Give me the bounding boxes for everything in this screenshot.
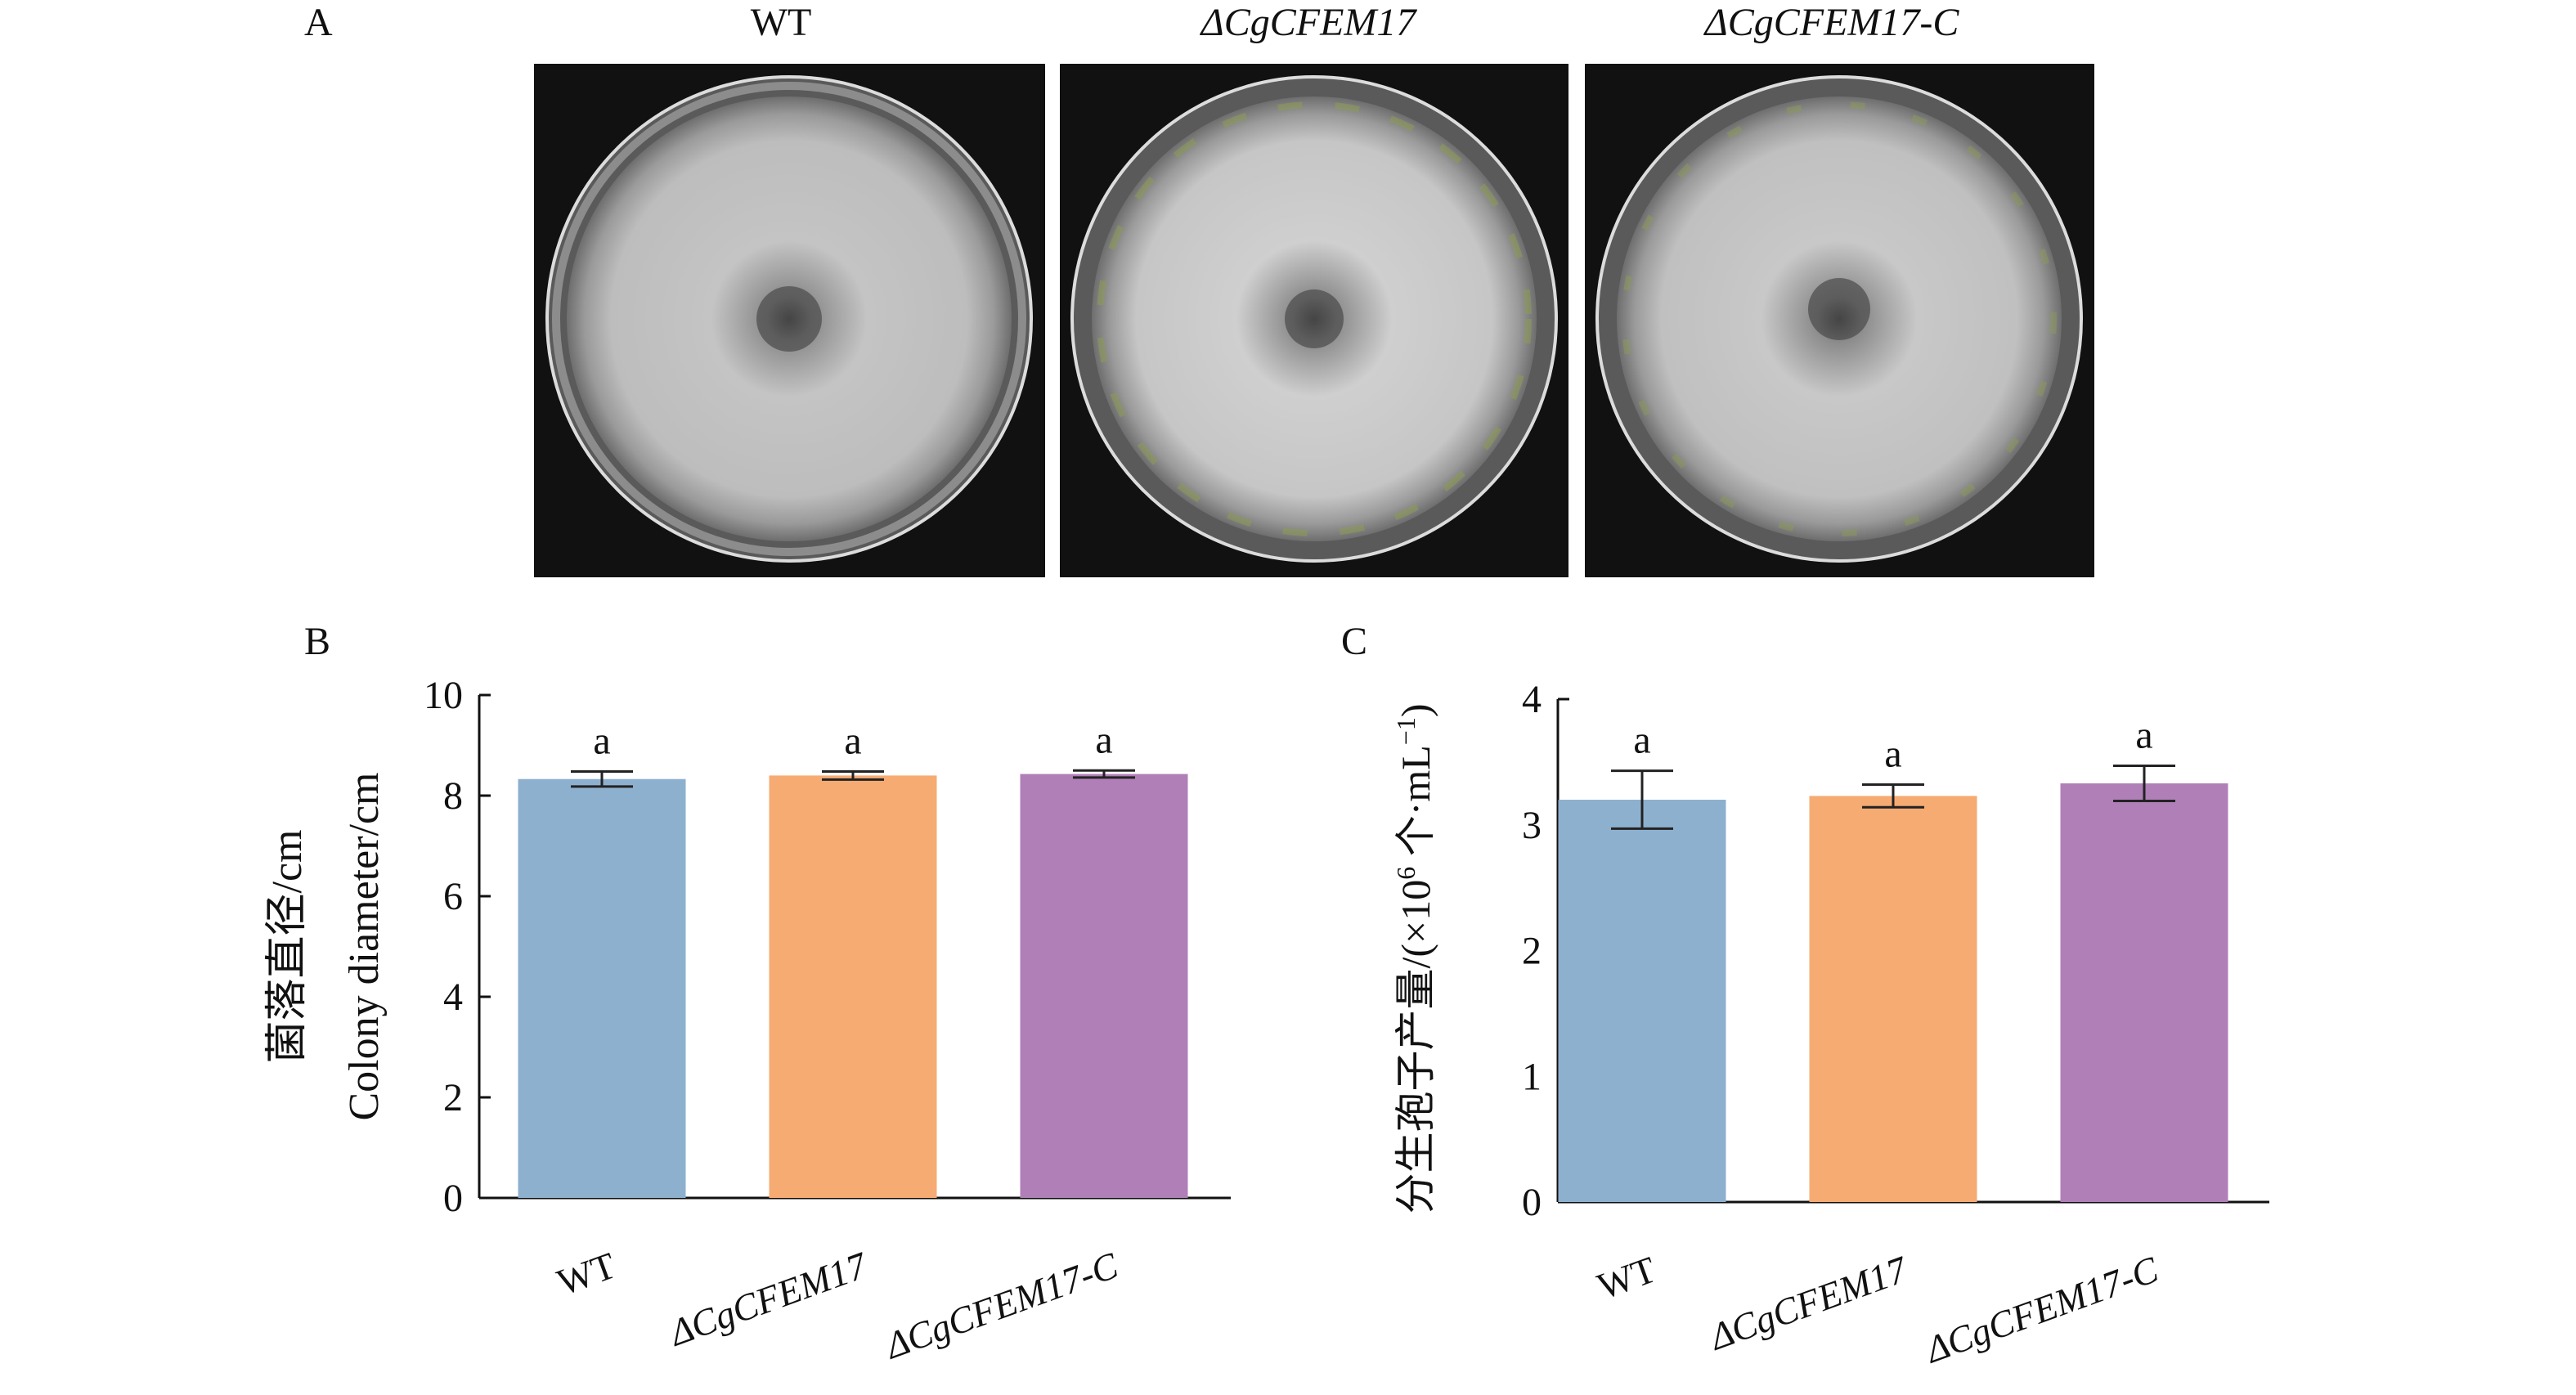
plate-image-wt xyxy=(534,64,1045,577)
y-axis-title-en: Colony diameter/cm xyxy=(341,772,388,1120)
y-tick-label: 8 xyxy=(443,774,463,818)
bar xyxy=(1020,774,1188,1198)
plate-title-wt: WT xyxy=(750,1,812,44)
panel-a-letter: A xyxy=(304,1,333,44)
x-tick-label: ΔCgCFEM17-C xyxy=(1919,1248,2164,1371)
y-axis-title-part: ) xyxy=(1393,703,1438,717)
y-tick-label: 1 xyxy=(1522,1055,1542,1098)
x-tick-label: WT xyxy=(552,1244,622,1303)
y-tick-label: 4 xyxy=(443,976,463,1019)
plate-title-mutant: ΔCgCFEM17 xyxy=(1200,1,1416,44)
chart-panel-b: B 0 2 4 6 8 10 a WT a ΔCgCFEM17 a ΔCgCFEM17-C 菌落直径/cm… xyxy=(264,620,1231,1367)
y-tick-label: 0 xyxy=(443,1177,463,1220)
y-tick-label: 10 xyxy=(424,674,463,717)
x-tick-label: ΔCgCFEM17-C xyxy=(878,1244,1124,1367)
y-axis-title-part: 分生孢子产量/(×10 xyxy=(1393,880,1438,1214)
y-tick-label: 2 xyxy=(1522,930,1542,973)
bar xyxy=(1809,796,1977,1202)
bar xyxy=(518,778,686,1198)
significance-label: a xyxy=(593,719,610,762)
plate-image-complemented xyxy=(1585,64,2094,577)
y-tick-label: 3 xyxy=(1522,804,1542,847)
x-tick-label: ΔCgCFEM17 xyxy=(662,1244,873,1354)
y-tick-label: 2 xyxy=(443,1076,463,1119)
bar xyxy=(1558,800,1726,1202)
chart-panel-c: C 0 1 2 3 4 a WT a ΔCgCFEM17 a ΔCgCFEM17-C 分生孢子产量/(×… xyxy=(1341,620,2269,1371)
significance-label: a xyxy=(1633,719,1650,762)
x-tick-label: WT xyxy=(1592,1248,1662,1307)
panel-letter: C xyxy=(1341,620,1367,663)
y-axis-title-superscript: −1 xyxy=(1391,717,1420,745)
y-tick-label: 4 xyxy=(1522,678,1542,721)
significance-label: a xyxy=(844,719,861,762)
y-axis-title-cn: 菌落直径/cm xyxy=(264,830,311,1064)
bar xyxy=(2060,783,2228,1202)
y-axis-title: 分生孢子产量/(×106 个·mL−1) xyxy=(1391,703,1438,1213)
y-axis-title-superscript: 6 xyxy=(1391,867,1420,880)
bar xyxy=(769,775,937,1198)
y-tick-label: 6 xyxy=(443,875,463,918)
plate-title-complemented: ΔCgCFEM17-C xyxy=(1704,1,1959,44)
y-tick-label: 0 xyxy=(1522,1181,1542,1224)
significance-label: a xyxy=(2135,713,2152,756)
panel-letter: B xyxy=(304,620,330,663)
y-axis-title-part: 个·mL xyxy=(1393,745,1438,867)
x-tick-label: ΔCgCFEM17 xyxy=(1703,1248,1914,1358)
significance-label: a xyxy=(1095,718,1112,761)
plate-image-mutant xyxy=(1060,64,1568,577)
significance-label: a xyxy=(1884,733,1901,776)
